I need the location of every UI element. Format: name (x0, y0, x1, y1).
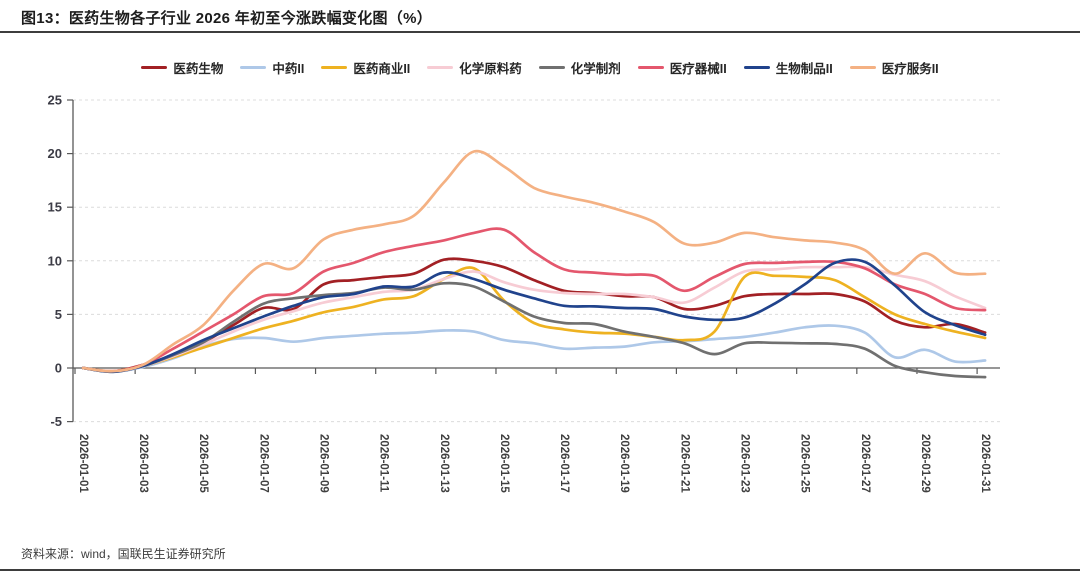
series-line-7 (81, 149, 987, 373)
series-line-0 (81, 257, 987, 373)
x-tick-label-2026-01-31: 2026-01-31 (979, 434, 991, 493)
legend-label-0: 医药生物 (173, 62, 224, 76)
legend-item-2: 医药商业II (321, 58, 410, 77)
legend-item-0: 医药生物 (141, 58, 223, 77)
x-tick-label-2026-01-17: 2026-01-17 (558, 434, 570, 493)
legend-swatch-7 (849, 66, 876, 69)
legend-item-4: 化学制剂 (538, 58, 621, 77)
x-tick-label-2026-01-13: 2026-01-13 (438, 434, 450, 493)
y-tick-label-0: 0 (55, 361, 62, 376)
legend-swatch-5 (637, 66, 664, 69)
legend-swatch-1 (240, 66, 267, 69)
x-tick-label-2026-01-15: 2026-01-15 (498, 434, 510, 493)
x-tick-label-2026-01-07: 2026-01-07 (257, 434, 269, 493)
legend-label-1: 中药II (272, 62, 305, 76)
title-divider (0, 31, 1080, 33)
legend-item-1: 中药II (240, 58, 304, 77)
x-tick-label-2026-01-29: 2026-01-29 (919, 434, 931, 493)
series-line-4 (81, 281, 987, 379)
series-line-5 (81, 227, 987, 373)
y-tick-label-5: 5 (55, 307, 62, 322)
bottom-divider (0, 569, 1080, 571)
x-tick-label-2026-01-27: 2026-01-27 (859, 434, 871, 493)
series-line-6 (81, 258, 987, 374)
legend-swatch-4 (538, 66, 565, 69)
figure-title: 图13：医药生物各子行业 2026 年初至今涨跌幅变化图（%） (21, 10, 433, 27)
x-tick-label-2026-01-25: 2026-01-25 (799, 434, 811, 493)
legend-label-6: 生物制品II (775, 62, 833, 76)
legend-swatch-6 (743, 66, 770, 69)
series-line-2 (81, 266, 987, 373)
y-tick-label--5: -5 (50, 414, 62, 429)
legend-label-2: 医药商业II (353, 62, 411, 76)
legend-item-6: 生物制品II (743, 58, 833, 77)
y-tick-label-25: 25 (48, 93, 62, 108)
legend-item-5: 医疗器械II (637, 58, 727, 77)
y-tick-label-15: 15 (48, 200, 62, 215)
x-tick-label-2026-01-21: 2026-01-21 (678, 434, 690, 493)
x-tick-label-2026-01-03: 2026-01-03 (137, 434, 149, 493)
legend-label-7: 医疗服务II (881, 62, 939, 76)
x-tick-label-2026-01-11: 2026-01-11 (378, 434, 390, 493)
x-tick-label-2026-01-05: 2026-01-05 (197, 434, 209, 493)
series-line-3 (81, 265, 987, 373)
legend-swatch-0 (141, 66, 168, 69)
x-tick-label-2026-01-09: 2026-01-09 (318, 434, 330, 493)
legend-label-3: 化学原料药 (459, 62, 522, 76)
source-note: 资料来源：wind，国联民生证券研究所 (21, 547, 226, 561)
legend-item-7: 医疗服务II (849, 58, 939, 77)
y-tick-label-10: 10 (48, 253, 62, 268)
legend-label-5: 医疗器械II (669, 62, 727, 76)
legend-item-3: 化学原料药 (427, 58, 522, 77)
x-tick-label-2026-01-23: 2026-01-23 (739, 434, 751, 493)
x-tick-label-2026-01-19: 2026-01-19 (618, 434, 630, 493)
legend-swatch-3 (427, 66, 454, 69)
legend-label-4: 化学制剂 (570, 62, 621, 76)
chart-legend: 医药生物 中药II 医药商业II 化学原料药 化学制剂 医疗器械II 生物制品II 医疗服务I… (0, 58, 1080, 77)
legend-swatch-2 (321, 66, 348, 69)
x-tick-label-2026-01-01: 2026-01-01 (77, 434, 89, 493)
y-tick-label-20: 20 (48, 146, 62, 161)
